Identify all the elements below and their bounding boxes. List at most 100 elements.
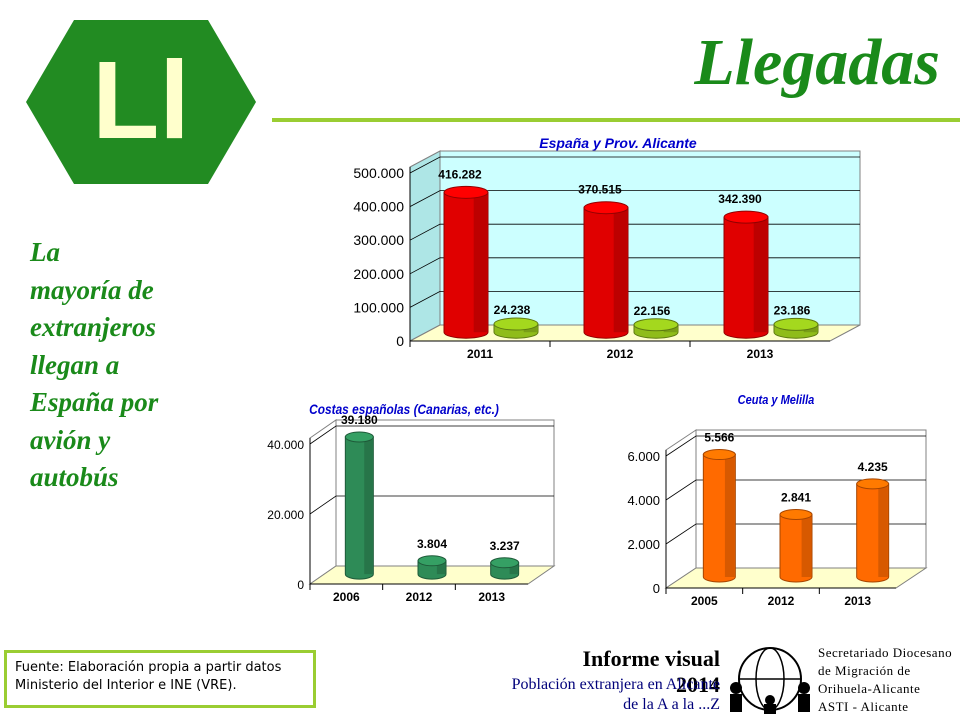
x-category-label: 2013 — [747, 347, 774, 361]
organization-logo — [730, 647, 810, 714]
gridline — [409, 223, 860, 241]
x-category-label: 2012 — [768, 594, 795, 608]
bar-shade — [364, 436, 373, 575]
data-label: 22.156 — [634, 304, 671, 318]
footer-subtitle-2: de la A a la ...Z — [623, 696, 720, 713]
bar-cap — [417, 555, 447, 567]
figure-head-left — [730, 682, 742, 694]
bar-cap — [633, 318, 679, 332]
logo-hexagon: Ll — [26, 20, 256, 184]
logo-letters: Ll — [92, 39, 190, 162]
chart-title: Costas españolas (Canarias, etc.) — [309, 401, 499, 417]
bar-cap — [583, 201, 629, 215]
bar-cap — [723, 210, 769, 224]
bar — [779, 513, 813, 583]
gridline — [665, 435, 926, 457]
figure-body-right — [798, 694, 810, 712]
y-tick-label: 300.000 — [353, 232, 404, 248]
y-tick-label: 0 — [396, 333, 404, 349]
data-label: 2.841 — [781, 490, 811, 504]
y-tick-label: 0 — [653, 581, 660, 596]
gridline — [409, 257, 860, 275]
gridline — [309, 495, 554, 515]
summary-text: La mayoría de extranjeros llegan a Españ… — [30, 237, 159, 492]
data-label: 416.282 — [438, 167, 482, 181]
x-category-label: 2013 — [478, 590, 505, 604]
y-tick-label: 400.000 — [353, 199, 404, 215]
title-underline — [272, 118, 960, 122]
bar-shade — [613, 207, 627, 333]
footer-subtitle: Población extranjera en Alicante — [511, 676, 720, 693]
gridline — [309, 425, 554, 445]
gridline — [409, 290, 860, 308]
x-category-label: 2011 — [467, 347, 493, 361]
bar-cap — [779, 508, 813, 520]
bar-shade — [473, 192, 487, 333]
bar-cap — [344, 431, 374, 443]
data-label: 39.180 — [341, 413, 378, 427]
y-tick-label: 20.000 — [267, 508, 304, 522]
bar-shade — [878, 483, 888, 577]
bar — [723, 216, 769, 339]
bar-cap — [443, 185, 489, 199]
gridline — [409, 156, 860, 174]
data-label: 5.566 — [704, 431, 734, 445]
bar — [702, 454, 736, 583]
data-label: 342.390 — [718, 192, 762, 206]
bar — [344, 436, 374, 580]
figure-body-left — [730, 694, 742, 712]
y-tick-label: 40.000 — [267, 438, 304, 452]
chart-ceuta-melilla: Ceuta y Melilla 0 2.000 4.000 6.000 2005 5.566… — [627, 392, 928, 608]
bar — [443, 191, 489, 339]
bar-cap — [493, 317, 539, 331]
bar-cap — [773, 317, 819, 331]
bar — [856, 483, 890, 583]
gridline — [665, 523, 926, 545]
plot-side-wall — [409, 150, 441, 342]
bar-shade — [436, 560, 446, 575]
chart-costas: Costas españolas (Canarias, etc.) 0 20.000… — [267, 401, 556, 604]
chart-espana-alicante: España y Prov. Alicante 0 100.000 200.000 30… — [353, 135, 861, 361]
bar-cap — [490, 557, 520, 569]
data-label: 4.235 — [858, 460, 888, 474]
page-title: Llegadas — [694, 26, 940, 99]
y-tick-label: 2.000 — [627, 537, 660, 552]
x-category-label: 2013 — [844, 594, 871, 608]
chart-title: España y Prov. Alicante — [539, 135, 697, 151]
bar-shade — [724, 454, 735, 577]
gridline — [409, 190, 860, 207]
bar-shade — [753, 217, 767, 333]
bar-shade — [509, 562, 518, 575]
y-tick-label: 100.000 — [353, 299, 404, 315]
data-label: 370.515 — [578, 183, 622, 197]
bar — [583, 207, 629, 339]
bar-cap — [856, 478, 890, 490]
figure-body-center — [764, 704, 776, 714]
plot-back-wall — [439, 150, 861, 326]
figure-head-center — [765, 695, 775, 705]
y-tick-label: 6.000 — [627, 449, 660, 464]
bar-cap — [702, 449, 736, 461]
chart-title: Ceuta y Melilla — [738, 392, 815, 407]
source-note: Fuente: Elaboración propia a partir dato… — [4, 650, 316, 708]
organization-name: Secretariado Diocesano de Migración de O… — [818, 645, 953, 714]
data-label: 24.238 — [494, 303, 531, 317]
gridline — [665, 479, 926, 501]
figure-head-right — [798, 682, 810, 694]
x-category-label: 2012 — [406, 590, 433, 604]
x-category-label: 2012 — [607, 347, 634, 361]
data-label: 3.237 — [490, 539, 520, 553]
plot-side-wall — [665, 429, 697, 589]
data-label: 23.186 — [774, 303, 811, 317]
y-tick-label: 4.000 — [627, 493, 660, 508]
footer-report-title: Informe visual 2014 — [582, 646, 721, 697]
x-category-label: 2005 — [691, 594, 718, 608]
plot-side-wall — [309, 419, 337, 585]
data-label: 3.804 — [417, 537, 447, 551]
bar-shade — [801, 514, 812, 577]
x-category-label: 2006 — [333, 590, 360, 604]
logo-hexagon-shape — [26, 20, 256, 184]
y-tick-label: 500.000 — [353, 165, 404, 181]
y-tick-label: 0 — [297, 578, 304, 592]
y-tick-label: 200.000 — [353, 266, 404, 282]
